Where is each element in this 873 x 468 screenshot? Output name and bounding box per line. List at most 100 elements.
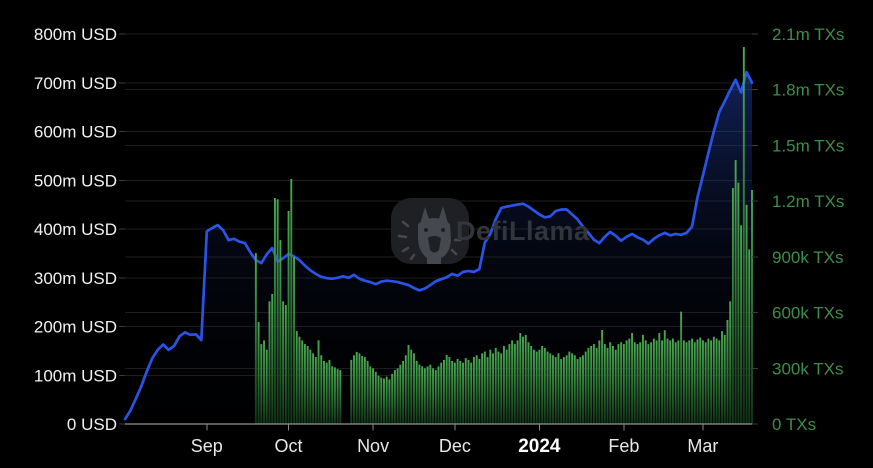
tx-bar xyxy=(647,344,650,424)
tx-bar xyxy=(655,340,658,424)
tx-bar xyxy=(595,347,598,424)
y-axis-left-label: 100m USD xyxy=(34,366,117,385)
tx-bar xyxy=(557,353,560,424)
y-axis-right-label: 1.2m TXs xyxy=(772,192,844,211)
tx-bar xyxy=(254,253,257,424)
tx-bar xyxy=(350,359,353,424)
tx-bar xyxy=(612,346,614,424)
axis-labels-layer: 800m USD 700m USD 600m USD 500m USD 400m USD… xyxy=(34,25,845,457)
tx-bar xyxy=(633,342,636,424)
tx-bar xyxy=(691,338,693,424)
x-axis-label: Nov xyxy=(357,436,389,456)
x-axis-label: Dec xyxy=(439,436,471,456)
tx-bar xyxy=(625,340,628,424)
x-axis-label: Feb xyxy=(608,436,639,456)
tx-bar xyxy=(677,340,680,424)
tx-bar xyxy=(707,338,710,424)
tx-bar xyxy=(391,373,394,424)
tx-bar xyxy=(740,225,743,424)
watermark-text: DefiLlama xyxy=(456,216,590,246)
tx-bar xyxy=(573,355,576,424)
tx-bar xyxy=(271,294,274,424)
tx-bar xyxy=(470,362,473,424)
tx-bar xyxy=(459,360,462,424)
tx-bar xyxy=(680,311,683,424)
tx-bar xyxy=(323,360,325,424)
tx-bar xyxy=(729,301,732,424)
y-axis-right-label: 600k TXs xyxy=(772,304,844,323)
tx-bar xyxy=(303,344,306,424)
tx-bar xyxy=(598,340,601,424)
tx-bar xyxy=(579,357,582,424)
tx-bar xyxy=(317,340,320,424)
usd-line xyxy=(123,70,754,421)
tx-bar xyxy=(429,364,432,424)
tx-bar xyxy=(669,340,672,424)
tx-bar xyxy=(726,320,729,424)
tx-bar xyxy=(421,366,424,424)
tx-bar xyxy=(464,358,467,424)
tx-bar xyxy=(423,368,426,424)
tx-bar xyxy=(385,376,388,424)
tx-bar xyxy=(426,366,429,424)
tx-bar xyxy=(704,342,707,424)
tx-bar xyxy=(265,349,268,424)
tx-bar xyxy=(751,190,753,424)
tx-bar xyxy=(636,344,639,424)
x-axis-label: Sep xyxy=(191,436,223,456)
tx-bar xyxy=(571,353,574,424)
y-axis-left-label: 0 USD xyxy=(67,415,117,434)
watermark-rays xyxy=(397,220,462,261)
tx-bar xyxy=(282,301,285,424)
axes-layer xyxy=(119,33,758,431)
tx-bar xyxy=(475,355,478,424)
tx-bar xyxy=(492,353,494,424)
tx-bar xyxy=(497,351,500,424)
y-axis-left-label: 800m USD xyxy=(34,25,117,44)
tx-bar xyxy=(603,344,606,424)
tx-bar xyxy=(448,357,451,424)
tx-bar xyxy=(546,351,549,424)
tx-bar xyxy=(723,334,726,424)
tx-bar xyxy=(742,47,745,424)
tx-bar xyxy=(524,334,527,424)
tx-bar xyxy=(527,342,530,424)
tx-bar xyxy=(721,331,723,424)
tx-bar xyxy=(601,330,604,424)
tx-bar xyxy=(374,372,377,424)
tx-bar xyxy=(396,368,399,424)
tx-bar xyxy=(399,364,402,424)
tx-bar xyxy=(301,340,304,424)
tx-bar xyxy=(562,357,565,424)
tx-bar xyxy=(628,338,631,424)
tx-bar xyxy=(483,351,486,424)
tx-bar xyxy=(620,342,623,424)
tx-bar xyxy=(380,377,383,424)
tx-bar xyxy=(410,349,413,424)
tx-bar xyxy=(617,344,620,424)
tx-bar xyxy=(333,367,336,424)
tx-bar xyxy=(306,346,309,424)
tx-bar xyxy=(260,344,263,424)
tx-bar xyxy=(314,357,317,424)
tx-bar xyxy=(434,370,437,424)
tx-bar xyxy=(502,346,505,424)
tx-bar xyxy=(453,362,456,424)
tx-bar xyxy=(734,160,737,424)
tx-bar xyxy=(606,347,609,424)
tx-bar xyxy=(748,249,751,424)
tx-bar xyxy=(456,359,459,424)
tx-bar xyxy=(639,342,642,424)
tx-bar xyxy=(731,188,734,424)
tx-bar xyxy=(363,357,366,424)
tx-bar xyxy=(712,336,715,424)
x-axis-label: 2024 xyxy=(518,436,561,457)
tx-bar xyxy=(325,362,328,424)
tx-bar xyxy=(290,179,293,424)
tx-bar xyxy=(451,360,454,424)
tx-bar xyxy=(693,342,696,424)
tx-bar xyxy=(565,355,568,424)
x-axis-label: Oct xyxy=(275,436,303,456)
